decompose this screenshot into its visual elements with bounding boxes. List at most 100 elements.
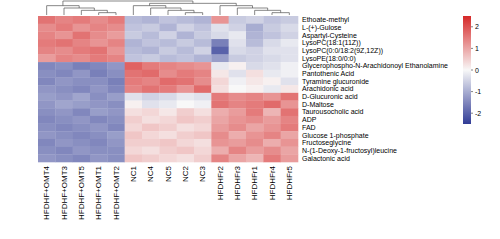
color-tick [471, 70, 473, 71]
heatmap-cell [73, 101, 91, 109]
heatmap-cell [107, 147, 125, 155]
heatmap-cell [246, 116, 264, 124]
heatmap-cell [107, 85, 125, 93]
heatmap-cell [281, 62, 299, 70]
dendrogram-branch [133, 6, 166, 15]
heatmap-cell [211, 39, 229, 47]
heatmap-cell [211, 47, 229, 55]
heatmap-cell [246, 54, 264, 62]
heatmap-cell [159, 101, 177, 109]
heatmap-cell [142, 101, 160, 109]
heatmap-cell [125, 124, 143, 132]
heatmap-cell [229, 108, 247, 116]
heatmap-cell [229, 47, 247, 55]
heatmap-cell [246, 47, 264, 55]
column-label: HFDHF+OMT2 [112, 165, 121, 220]
heatmap-cell [194, 54, 212, 62]
cells [38, 16, 298, 162]
heatmap-cell [55, 131, 73, 139]
heatmap-cell [55, 62, 73, 70]
heatmap-cell [107, 16, 125, 24]
color-tick-label: 0 [475, 67, 479, 74]
heatmap-cell [211, 54, 229, 62]
heatmap-cell [55, 139, 73, 147]
heatmap-cell [211, 24, 229, 32]
dendrogram-branch [151, 8, 181, 15]
dendrogram-branch [64, 8, 94, 15]
column-dendrogram [47, 1, 290, 15]
heatmap-cell [38, 54, 56, 62]
heatmap-cell [38, 39, 56, 47]
heatmap-cell [177, 147, 195, 155]
heatmap-cell [281, 31, 299, 39]
heatmap-cell [177, 85, 195, 93]
row-label: Arachidonic acid [302, 85, 353, 92]
heatmap-cell [55, 77, 73, 85]
heatmap-cell [38, 62, 56, 70]
heatmap-cell [229, 85, 247, 93]
heatmap-cell [142, 24, 160, 32]
heatmap-cell [125, 147, 143, 155]
heatmap-cell [38, 93, 56, 101]
heatmap-cell [107, 154, 125, 162]
heatmap-cell [194, 108, 212, 116]
heatmap-cell [73, 116, 91, 124]
column-label: NC1 [129, 165, 138, 182]
heatmap-cell [142, 77, 160, 85]
column-label: HFDHF+OMT4 [42, 165, 51, 220]
dendrogram-branch [47, 6, 79, 15]
heatmap-cell [38, 16, 56, 24]
heatmap-cell [107, 131, 125, 139]
heatmap-cell [90, 147, 108, 155]
color-tick [471, 113, 473, 114]
row-label: Pantothenic Acid [302, 70, 354, 77]
heatmap-cell [177, 54, 195, 62]
heatmap-cell [38, 124, 56, 132]
row-label: Galactonic acid [302, 155, 350, 162]
heatmap-cell [107, 24, 125, 32]
heatmap-cell [263, 24, 281, 32]
heatmap-cell [142, 39, 160, 47]
heatmap-cell [177, 24, 195, 32]
heatmap-cell [125, 77, 143, 85]
heatmap-cell [159, 70, 177, 78]
heatmap-cell [194, 131, 212, 139]
heatmap-cell [194, 101, 212, 109]
column-label: HFDHFr3 [233, 165, 242, 200]
heatmap-cell [125, 116, 143, 124]
heatmap-cell [159, 16, 177, 24]
heatmap-cell [246, 108, 264, 116]
heatmap-cell [281, 70, 299, 78]
heatmap-cell [90, 39, 108, 47]
heatmap-cell [73, 85, 91, 93]
heatmap-cell [229, 116, 247, 124]
dendrogram-branch [220, 6, 253, 15]
heatmap-cell [194, 31, 212, 39]
heatmap-cell [159, 154, 177, 162]
heatmap-cell [177, 124, 195, 132]
heatmap-cell [107, 116, 125, 124]
color-tick-label: 1 [475, 45, 479, 52]
heatmap-cell [246, 85, 264, 93]
heatmap-cell [246, 131, 264, 139]
heatmap-cell [281, 108, 299, 116]
heatmap-cell [125, 131, 143, 139]
heatmap-cell [194, 139, 212, 147]
heatmap-cell [263, 31, 281, 39]
heatmap-cell [90, 24, 108, 32]
heatmap-cell [142, 93, 160, 101]
heatmap-cell [211, 93, 229, 101]
heatmap-cell [55, 154, 73, 162]
heatmap-cell [263, 139, 281, 147]
heatmap-cell [246, 24, 264, 32]
heatmap-cell [55, 39, 73, 47]
heatmap-cell [229, 77, 247, 85]
heatmap-cell [177, 16, 195, 24]
heatmap-cell [281, 93, 299, 101]
heatmap-cell [194, 154, 212, 162]
heatmap-cell [73, 147, 91, 155]
heatmap-cell [229, 139, 247, 147]
heatmap-cell [73, 39, 91, 47]
heatmap-cell [159, 124, 177, 132]
heatmap-cell [263, 77, 281, 85]
